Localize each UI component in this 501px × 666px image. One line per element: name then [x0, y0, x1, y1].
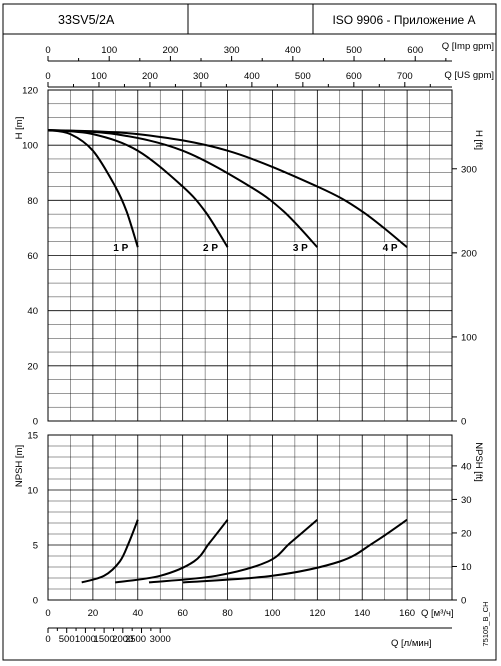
us-gpm-axis-tick-label: 700 [397, 71, 413, 82]
us-gpm-axis-tick-label: 300 [193, 71, 209, 82]
standard-label: ISO 9906 - Приложение A [332, 13, 475, 27]
imp-gpm-axis-tick-label: 300 [224, 45, 240, 56]
us-gpm-axis-tick-label: 600 [346, 71, 362, 82]
lpm-tick-label: 500 [59, 634, 75, 645]
m3h-tick-label: 20 [88, 608, 99, 619]
m3h-tick-label: 120 [309, 608, 325, 619]
curve-label-bg [110, 242, 131, 255]
us-gpm-axis-tick-label: 100 [91, 71, 107, 82]
head-ft-tick-label: 300 [461, 164, 477, 175]
top-axis-imp-label: Q [Imp gpm] [442, 41, 494, 52]
head-axis-label: H [m] [14, 117, 25, 140]
head-curve-label-3p: 3 P [293, 243, 308, 254]
npsh-ft-tick-label: 10 [461, 562, 472, 573]
npsh-ft-tick-label: 20 [461, 528, 472, 539]
m3h-tick-label: 100 [265, 608, 281, 619]
npsh-curve-3p [148, 518, 318, 584]
head-curve-2p [47, 129, 229, 248]
lpm-tick-label: 1500 [94, 634, 115, 645]
pump-model-title: 33SV5/2A [58, 13, 115, 27]
lpm-tick-label: 2500 [125, 634, 146, 645]
imp-gpm-axis-tick-label: 600 [407, 45, 423, 56]
head-y-tick-label: 60 [27, 251, 38, 262]
imp-gpm-axis-tick-label: 200 [162, 45, 178, 56]
curve-label-bg [290, 242, 311, 255]
npsh-y-tick-label: 10 [27, 486, 38, 497]
npsh-ft-tick-label: 40 [461, 461, 472, 472]
top-axis-us-label: Q [US gpm] [444, 70, 494, 81]
us-gpm-axis-tick-label: 0 [45, 71, 50, 82]
bottom-axis-m3h-label: Q [м³/ч] [421, 608, 454, 619]
head-curve-label-1p: 1 P [113, 243, 128, 254]
m3h-tick-label: 60 [177, 608, 188, 619]
m3h-tick-label: 140 [354, 608, 370, 619]
head-curve-1p [47, 129, 139, 248]
npsh-curve-1p [81, 519, 139, 584]
npsh-y-tick-label: 5 [33, 541, 38, 552]
chart-frame [2, 33, 497, 661]
bottom-flow-axes: 0 20 40 60 80 100 120 140 160 0 500 100015002000250… [45, 608, 452, 645]
m3h-tick-label: 0 [45, 608, 50, 619]
head-curve-label-2p: 2 P [203, 243, 218, 254]
us-gpm-axis-tick-label: 200 [142, 71, 158, 82]
imp-gpm-axis-tick-label: 0 [45, 45, 50, 56]
lpm-tick-label: 2000 [112, 634, 133, 645]
curve-label-bg [200, 242, 221, 255]
head-y-tick-label: 40 [27, 306, 38, 317]
npsh-ft-tick-label: 30 [461, 495, 472, 506]
us-gpm-axis-tick-label: 400 [244, 71, 260, 82]
head-curve-3p [47, 129, 319, 248]
top-flow-axes: 0 100 200 300 400 500 600 0 100 200 300 400 500 600 70… [45, 45, 452, 88]
npsh-ft-tick-label: 0 [461, 596, 466, 607]
npsh-axis-label: NPSH [m] [14, 445, 25, 487]
m3h-tick-label: 40 [132, 608, 143, 619]
head-panel: 0 20 40 60 80 100 120 0 100 200 300 1 P 2 P 3 P 4 P [22, 86, 477, 428]
head-curve-label-4p: 4 P [383, 243, 398, 254]
head-y-tick-label: 100 [22, 141, 38, 152]
head-y-tick-label: 20 [27, 361, 38, 372]
imp-gpm-axis-tick-label: 400 [285, 45, 301, 56]
head-curve-4p [47, 129, 408, 248]
lpm-tick-label: 1000 [75, 634, 96, 645]
npsh-y-tick-label: 15 [27, 431, 38, 442]
npsh-curve-4p [182, 518, 408, 584]
npsh-y-tick-label: 0 [33, 596, 38, 607]
npsh-ft-axis-label: NPSH [ft] [473, 442, 484, 482]
us-gpm-axis-tick-label: 500 [295, 71, 311, 82]
head-y-tick-label: 120 [22, 86, 38, 97]
m3h-tick-label: 160 [399, 608, 415, 619]
npsh-panel: 0 5 10 15 0 10 20 30 40 [27, 431, 471, 607]
head-y-tick-label: 0 [33, 417, 38, 428]
m3h-tick-label: 80 [222, 608, 233, 619]
head-ft-tick-label: 100 [461, 332, 477, 343]
curve-label-bg [380, 242, 401, 255]
head-ft-tick-label: 0 [461, 417, 466, 428]
document-code: 75105_B_CH [481, 601, 490, 646]
head-ft-axis-label: H [ft] [473, 130, 484, 150]
head-y-tick-label: 80 [27, 196, 38, 207]
imp-gpm-axis-tick-label: 100 [101, 45, 117, 56]
lpm-tick-label: 0 [45, 634, 50, 645]
bottom-axis-lpm-label: Q [л/мин] [391, 638, 432, 649]
head-ft-tick-label: 200 [461, 248, 477, 259]
lpm-tick-label: 3000 [150, 634, 171, 645]
npsh-curve-2p [115, 519, 229, 584]
imp-gpm-axis-tick-label: 500 [346, 45, 362, 56]
